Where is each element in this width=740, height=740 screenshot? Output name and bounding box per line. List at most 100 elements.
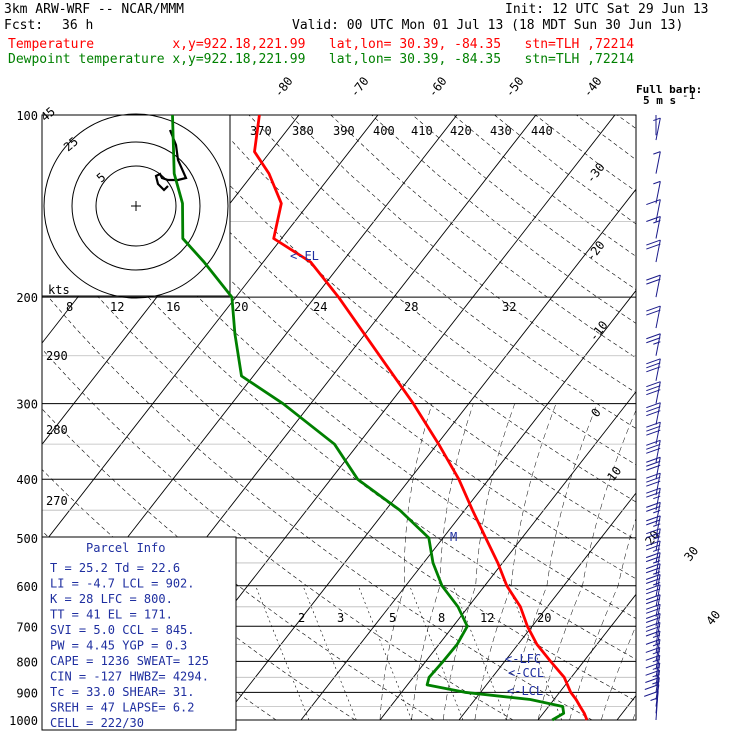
wind-barb-flag [646,358,661,365]
wind-barb [646,381,661,404]
pressure-label: 900 [16,686,38,700]
moist-adiabat [442,403,515,721]
theta-label: 270 [46,494,68,508]
wind-barb-staff [655,402,661,425]
theta-label: 390 [333,124,355,138]
mixing-ratio-label: 5 [389,611,396,625]
plot-frame [41,114,637,721]
parcel-info-row: CIN = -127 HWBZ= 4294. [50,670,209,684]
wind-barb [645,630,661,654]
wind-barb-flag [646,216,661,222]
theta-label: 400 [373,124,395,138]
wind-barb-flag [646,476,661,483]
fcst-label: Fcst: [4,18,44,33]
pressure-label: 400 [16,473,38,487]
wind-barb-flag [646,406,661,413]
wind-barb-flag [645,621,661,628]
mixing-ratio-line [409,585,464,721]
wind-barb-flag [646,532,661,539]
pressure-label: 800 [16,655,38,669]
wind-barb-staff [655,528,661,551]
wind-barb-staff [655,677,660,700]
wind-barb [646,333,661,356]
wind-barb-staff [655,275,661,298]
wind-barb-flag [646,447,661,454]
wind-barb-flag [646,337,661,344]
wind-barb-staff [655,216,661,239]
wind-barb-flag [646,410,661,417]
parcel-info-row: CAPE = 1236 SWEAT= 125 [50,654,209,668]
wind-barb-flag [646,402,661,409]
wind-barb-staff [655,655,661,678]
wind-barb-flag [646,333,661,340]
wind-barb [645,552,661,575]
isotherm-label: -10 [586,318,610,344]
wind-barb-half [653,180,661,185]
mixing-ratio-line [508,585,562,721]
theta-label: 280 [46,423,68,437]
model-title: 3km ARW-WRF -- NCAR/MMM [4,2,185,17]
wind-barb-flag [646,429,661,436]
hodograph-ring [43,113,229,299]
wind-barb-staff [655,117,661,141]
parcel-info-row: T = 25.2 Td = 22.6 [50,561,180,575]
dewpoint-profile [171,114,566,722]
wind-barb-staff [655,181,661,204]
speed-tick-label: 28 [404,300,418,314]
parcel-info-box: Parcel Info T = 25.2 Td = 22.6 LI = -4.7 … [41,536,237,731]
isotherm-line [537,593,636,721]
wind-barb-flag [646,305,661,312]
mixing-ratio-label: 12 [480,611,494,625]
wind-barb [646,472,661,496]
barb-legend-line2: 5 m s [643,94,676,107]
wind-barb-half [653,509,661,514]
wind-barb-half [653,536,661,540]
wind-barb-flag [646,421,661,428]
wind-barb-staff [655,151,661,174]
mixing-ratio-label: 3 [337,611,344,625]
level-marker-m: M [450,530,457,544]
temperature-profile [253,114,589,721]
pressure-label: 300 [16,398,38,412]
wind-barb-flag [646,381,661,388]
hodograph-ring [71,141,201,271]
pressure-label: 700 [16,620,38,634]
wind-barb-flag [645,556,661,563]
wind-barb-flag [645,630,661,637]
wind-barb-flag [645,588,661,595]
wind-barb-staff [655,333,661,356]
wind-barb-staff [655,604,661,627]
wind-barb-flag [646,501,661,508]
mixing-ratio-label: 20 [537,611,551,625]
level-marker-ccl: <-CCL [508,666,544,680]
speed-tick-label: 12 [110,300,124,314]
wind-barb [646,274,661,298]
dry-adiabat [289,115,636,394]
pressure-label: 200 [16,291,38,305]
wind-barb-staff [655,422,661,445]
mixing-ratio-line [358,585,412,721]
dry-adiabat [371,115,636,324]
barb-legend-sup: -1 [682,89,695,102]
dry-adiabat [207,115,636,466]
wind-barb-staff [655,563,661,586]
parcel-info-row: TT = 41 EL = 171. [50,608,173,622]
init-time: Init: 12 UTC Sat 29 Jun 13 [505,2,709,17]
wind-barb-half [653,523,661,527]
wind-barb [653,151,661,174]
speed-tick-label: 32 [502,300,516,314]
wind-barb [645,638,661,662]
theta-label: 370 [250,124,272,138]
moist-adiabat [474,403,557,721]
wind-barb-staff [655,574,661,597]
wind-barb-flag [646,464,661,471]
wind-barb-staff [655,502,661,525]
wind-barb [644,684,660,707]
speed-tick-label: 20 [234,300,248,314]
parcel-info-row: Tc = 33.0 SHEAR= 31. [50,685,195,699]
wind-barb-staff [655,239,661,263]
parcel-info-row: PW = 4.45 YGP = 0.3 [50,639,187,653]
isotherm-line [300,289,636,721]
